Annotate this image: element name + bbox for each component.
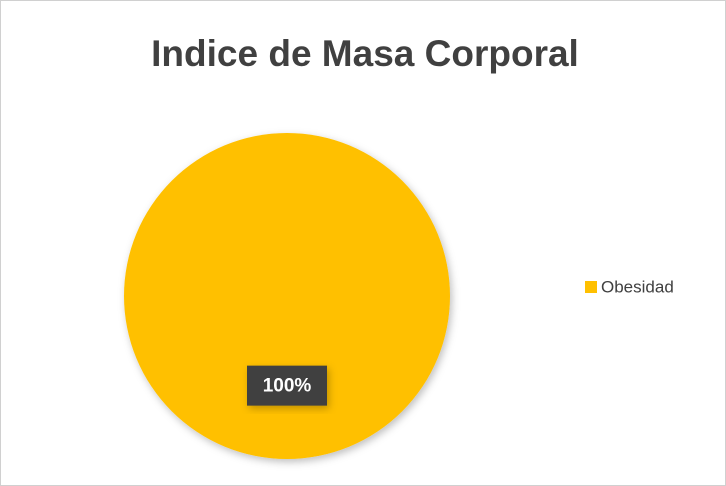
data-label-box [247,365,327,406]
pie [124,133,450,459]
data-label: 100% [263,376,312,397]
legend-swatch [585,281,597,293]
legend-label: Obesidad [601,277,674,296]
chart-title: Indice de Masa Corporal [151,33,579,74]
pie-slice [124,133,450,459]
